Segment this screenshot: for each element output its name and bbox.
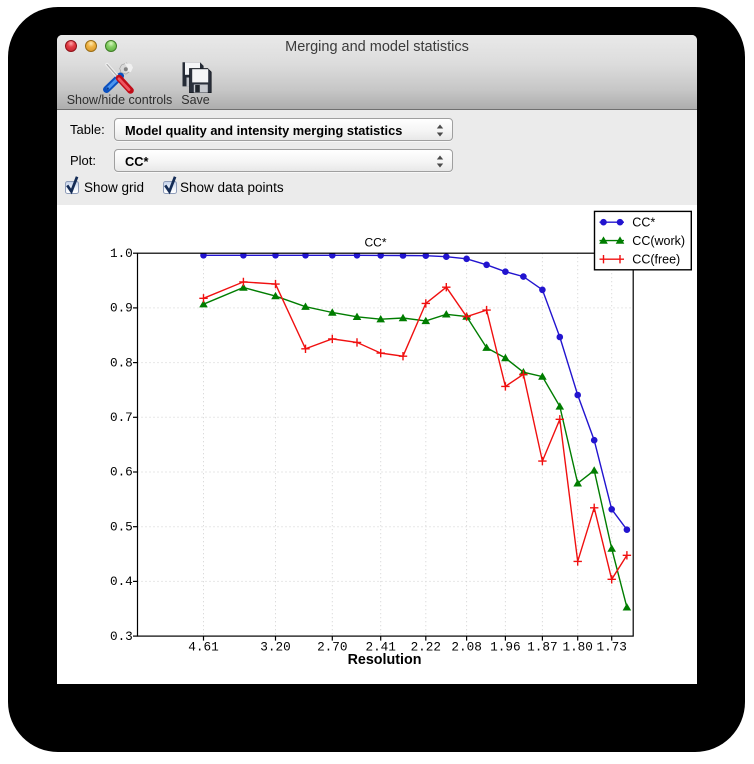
svg-text:0.3: 0.3 xyxy=(110,629,133,644)
svg-text:1.73: 1.73 xyxy=(596,640,626,655)
svg-text:2.70: 2.70 xyxy=(317,640,347,655)
svg-text:1.80: 1.80 xyxy=(562,640,592,655)
svg-text:0.6: 0.6 xyxy=(110,465,133,480)
svg-text:3.20: 3.20 xyxy=(260,640,290,655)
svg-text:CC(free): CC(free) xyxy=(632,252,680,266)
svg-text:0.5: 0.5 xyxy=(110,519,133,534)
svg-text:1.0: 1.0 xyxy=(110,246,133,261)
svg-text:Resolution: Resolution xyxy=(348,652,422,668)
svg-text:0.7: 0.7 xyxy=(110,410,133,425)
svg-text:1.87: 1.87 xyxy=(527,640,557,655)
svg-text:0.9: 0.9 xyxy=(110,301,133,316)
svg-text:2.08: 2.08 xyxy=(451,640,481,655)
svg-text:CC*: CC* xyxy=(632,215,655,229)
svg-text:CC(work): CC(work) xyxy=(632,234,685,248)
svg-text:0.4: 0.4 xyxy=(110,574,133,589)
svg-text:4.61: 4.61 xyxy=(188,640,218,655)
svg-text:CC*: CC* xyxy=(364,236,386,250)
svg-text:1.96: 1.96 xyxy=(490,640,520,655)
svg-text:0.8: 0.8 xyxy=(110,355,133,370)
svg-text:2.41: 2.41 xyxy=(365,640,395,655)
svg-text:2.22: 2.22 xyxy=(411,640,441,655)
